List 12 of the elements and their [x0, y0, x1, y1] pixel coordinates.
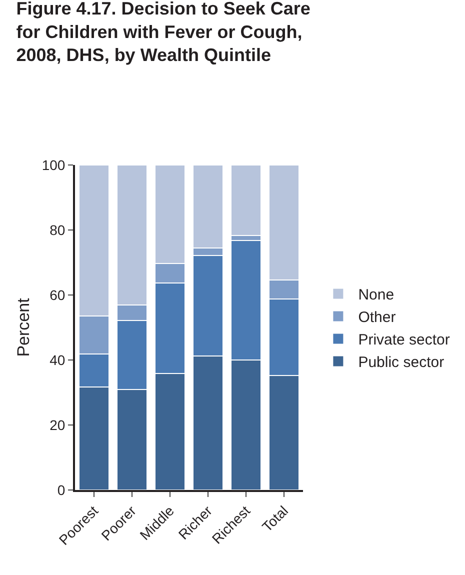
y-tick-label: 0 [57, 482, 66, 498]
y-tick-label: 100 [42, 156, 66, 173]
y-tick-label: 20 [50, 416, 66, 433]
y-axis-title: Percent [14, 298, 33, 357]
legend-label: None [358, 286, 394, 304]
y-tick-label: 60 [50, 286, 66, 303]
legend-label: Public sector [358, 354, 444, 372]
chart-title: Figure 4.17. Decision to Seek Care for Children with Fever or Cough, 2008, DHS, by Wealth Quintile [16, 0, 310, 66]
legend-label: Private sector [358, 332, 450, 349]
y-tick-label: 40 [50, 352, 66, 368]
y-tick-label: 80 [50, 222, 66, 238]
legend-label: Other [358, 309, 396, 326]
